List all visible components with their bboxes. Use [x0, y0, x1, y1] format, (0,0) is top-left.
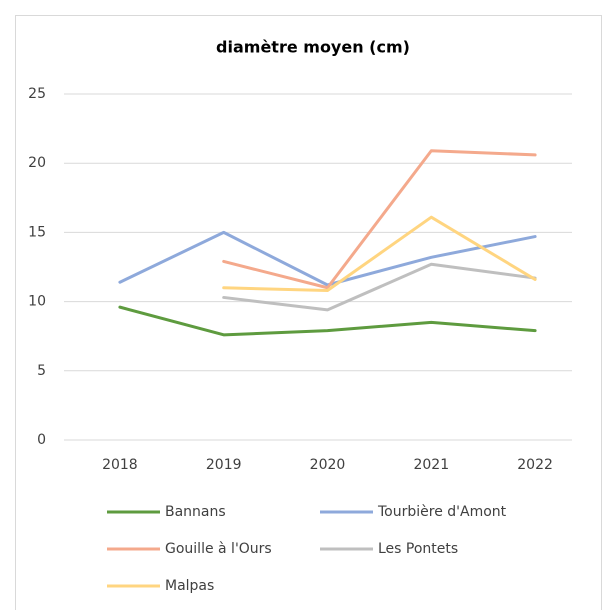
y-tick-label: 15 — [28, 224, 46, 240]
legend-label: Tourbière d'Amont — [377, 504, 507, 520]
y-tick-label: 0 — [37, 432, 46, 448]
y-tick-label: 25 — [28, 86, 46, 102]
series-line — [118, 230, 537, 287]
series-line — [222, 149, 537, 290]
x-tick-label: 2018 — [102, 457, 138, 473]
x-tick-label: 2021 — [413, 457, 449, 473]
chart-title: diamètre moyen (cm) — [216, 38, 410, 57]
x-tick-label: 2019 — [206, 457, 242, 473]
y-tick-label: 20 — [28, 155, 46, 171]
series-line — [222, 215, 537, 293]
series-line — [222, 262, 537, 312]
y-tick-label: 5 — [37, 363, 46, 379]
x-tick-label: 2020 — [310, 457, 346, 473]
legend-label: Les Pontets — [378, 541, 458, 557]
legend-label: Bannans — [165, 504, 226, 520]
y-tick-label: 10 — [28, 294, 46, 310]
legend-label: Malpas — [165, 578, 214, 594]
x-tick-label: 2022 — [517, 457, 553, 473]
chart-frame — [15, 15, 602, 610]
series-line — [118, 305, 537, 337]
legend-label: Gouille à l'Ours — [165, 541, 272, 557]
